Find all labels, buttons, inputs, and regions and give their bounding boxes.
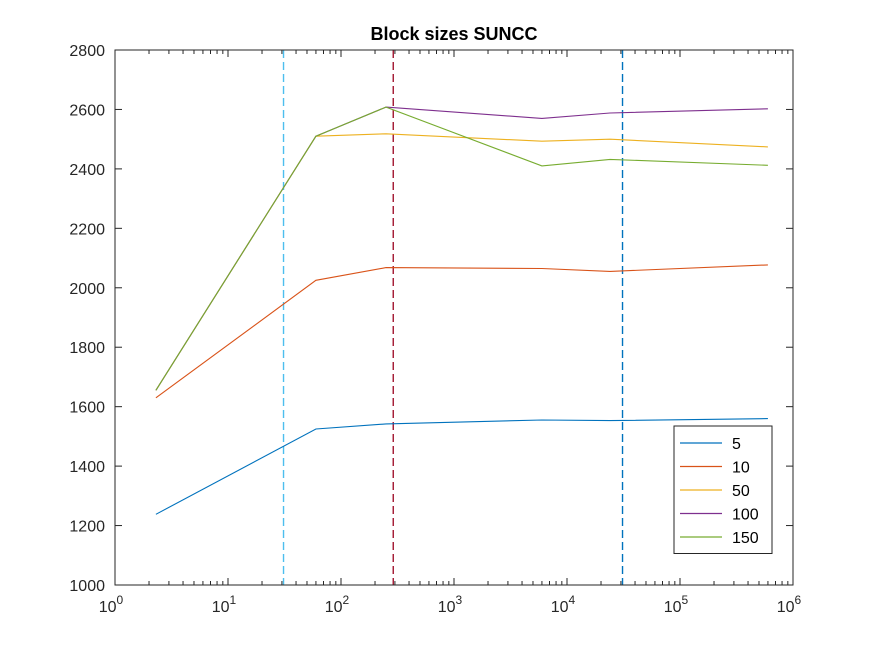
series-lines <box>155 106 768 515</box>
y-tick-label: 1000 <box>69 578 105 595</box>
legend-label-150: 150 <box>732 530 759 547</box>
y-tick-label: 2600 <box>69 102 105 119</box>
legend-label-50: 50 <box>732 483 750 500</box>
y-tick-label: 1800 <box>69 340 105 357</box>
legend-label-100: 100 <box>732 507 759 524</box>
y-tick-label: 2000 <box>69 281 105 298</box>
y-tick-label: 1600 <box>69 400 105 417</box>
y-tick-label: 2200 <box>69 221 105 238</box>
y-tick-label: 2800 <box>69 43 105 60</box>
legend-label-10: 10 <box>732 460 750 477</box>
series-line-5 <box>155 418 768 515</box>
legend: 5 10 50 100 150 <box>673 425 773 554</box>
y-tick-label: 1400 <box>69 459 105 476</box>
y-tick-label: 1200 <box>69 519 105 536</box>
reference-lines <box>282 50 624 585</box>
legend-label-5: 5 <box>732 436 741 453</box>
y-tick-label: 2400 <box>69 162 105 179</box>
series-line-10 <box>155 264 768 399</box>
chart-title: Block sizes SUNCC <box>370 24 537 44</box>
series-line-150 <box>155 106 768 391</box>
axes: 1000 1200 1400 1600 1800 2000 2200 2400 2600 2800… <box>69 43 801 616</box>
